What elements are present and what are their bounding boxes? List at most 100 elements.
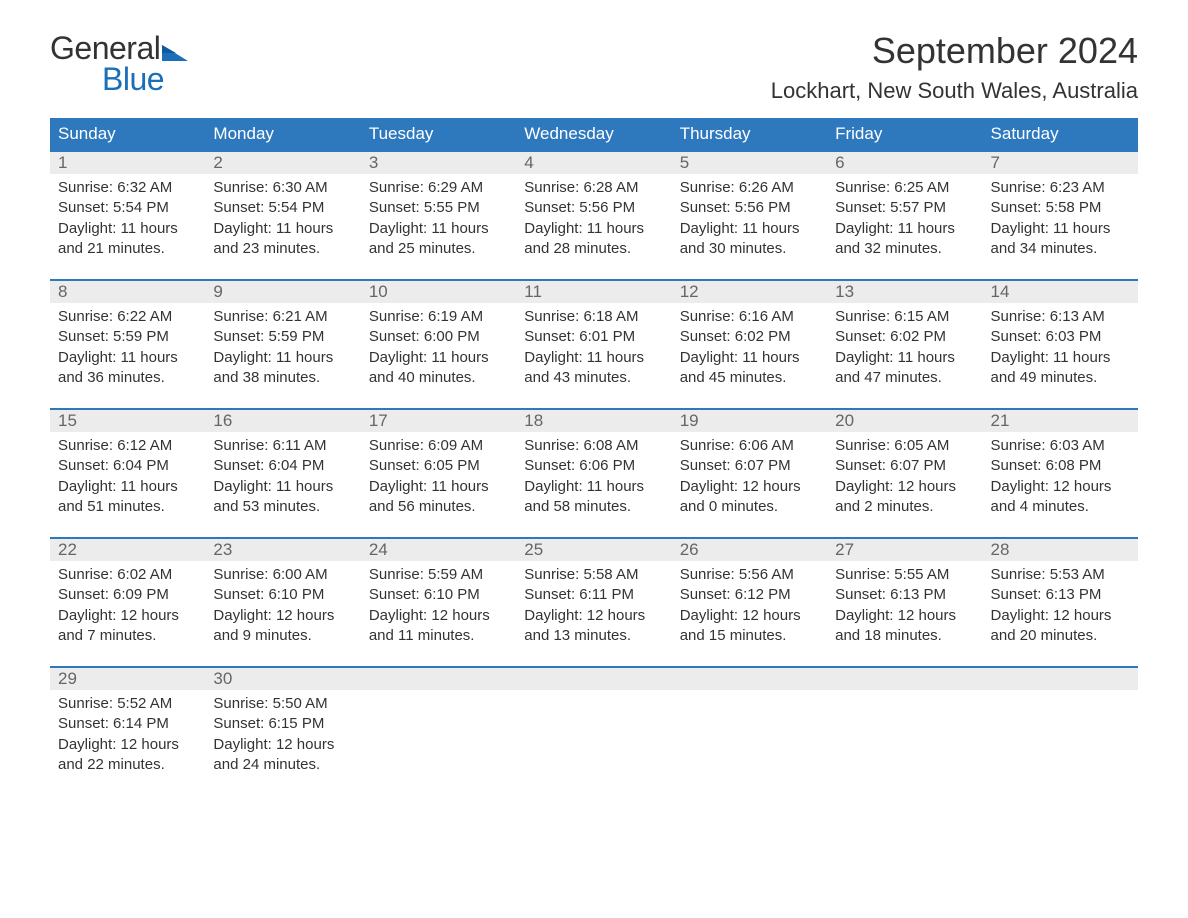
day-number: 23	[205, 539, 360, 561]
day-sunrise: Sunrise: 6:19 AM	[369, 307, 508, 327]
day-sunset: Sunset: 6:13 PM	[835, 585, 974, 605]
day-daylight2: and 13 minutes.	[524, 626, 663, 646]
day-cell: Sunrise: 6:19 AMSunset: 6:00 PMDaylight:…	[361, 303, 516, 408]
day-sunrise: Sunrise: 6:15 AM	[835, 307, 974, 327]
day-sunrise: Sunrise: 6:11 AM	[213, 436, 352, 456]
day-sunrise: Sunrise: 6:06 AM	[680, 436, 819, 456]
day-daylight1: Daylight: 12 hours	[991, 606, 1130, 626]
day-daylight2: and 11 minutes.	[369, 626, 508, 646]
day-sunrise: Sunrise: 6:23 AM	[991, 178, 1130, 198]
day-cell: Sunrise: 5:53 AMSunset: 6:13 PMDaylight:…	[983, 561, 1138, 666]
day-daylight2: and 7 minutes.	[58, 626, 197, 646]
day-sunset: Sunset: 5:55 PM	[369, 198, 508, 218]
day-number: 4	[516, 152, 671, 174]
day-daylight2: and 51 minutes.	[58, 497, 197, 517]
day-number: 20	[827, 410, 982, 432]
day-number-row: 15161718192021	[50, 410, 1138, 432]
day-number: 11	[516, 281, 671, 303]
day-number: 28	[983, 539, 1138, 561]
day-sunrise: Sunrise: 6:18 AM	[524, 307, 663, 327]
day-sunrise: Sunrise: 6:09 AM	[369, 436, 508, 456]
day-cell: Sunrise: 6:03 AMSunset: 6:08 PMDaylight:…	[983, 432, 1138, 537]
day-number: 7	[983, 152, 1138, 174]
day-number: 25	[516, 539, 671, 561]
day-daylight1: Daylight: 12 hours	[524, 606, 663, 626]
day-daylight1: Daylight: 11 hours	[991, 348, 1130, 368]
day-daylight2: and 45 minutes.	[680, 368, 819, 388]
day-sunrise: Sunrise: 6:30 AM	[213, 178, 352, 198]
day-cell: Sunrise: 5:55 AMSunset: 6:13 PMDaylight:…	[827, 561, 982, 666]
day-sunrise: Sunrise: 6:25 AM	[835, 178, 974, 198]
day-daylight1: Daylight: 11 hours	[213, 477, 352, 497]
day-cell: Sunrise: 6:25 AMSunset: 5:57 PMDaylight:…	[827, 174, 982, 279]
day-sunrise: Sunrise: 6:22 AM	[58, 307, 197, 327]
day-cell	[827, 690, 982, 795]
day-cell	[361, 690, 516, 795]
day-daylight1: Daylight: 11 hours	[524, 219, 663, 239]
day-daylight1: Daylight: 11 hours	[213, 219, 352, 239]
day-daylight1: Daylight: 11 hours	[213, 348, 352, 368]
day-cell: Sunrise: 6:12 AMSunset: 6:04 PMDaylight:…	[50, 432, 205, 537]
day-number: 8	[50, 281, 205, 303]
location-label: Lockhart, New South Wales, Australia	[771, 78, 1138, 104]
day-daylight2: and 2 minutes.	[835, 497, 974, 517]
day-daylight1: Daylight: 11 hours	[524, 477, 663, 497]
day-number-row: 22232425262728	[50, 539, 1138, 561]
day-sunrise: Sunrise: 6:03 AM	[991, 436, 1130, 456]
day-daylight2: and 21 minutes.	[58, 239, 197, 259]
weekday-header: Saturday	[983, 118, 1138, 150]
day-daylight2: and 32 minutes.	[835, 239, 974, 259]
day-cell: Sunrise: 6:29 AMSunset: 5:55 PMDaylight:…	[361, 174, 516, 279]
day-content-row: Sunrise: 6:32 AMSunset: 5:54 PMDaylight:…	[50, 174, 1138, 279]
day-content-row: Sunrise: 6:22 AMSunset: 5:59 PMDaylight:…	[50, 303, 1138, 408]
day-sunrise: Sunrise: 6:16 AM	[680, 307, 819, 327]
day-daylight2: and 30 minutes.	[680, 239, 819, 259]
day-daylight1: Daylight: 11 hours	[680, 219, 819, 239]
day-sunset: Sunset: 6:04 PM	[213, 456, 352, 476]
week-block: 15161718192021Sunrise: 6:12 AMSunset: 6:…	[50, 408, 1138, 537]
day-number: 27	[827, 539, 982, 561]
day-sunrise: Sunrise: 6:02 AM	[58, 565, 197, 585]
day-cell	[672, 690, 827, 795]
day-daylight1: Daylight: 11 hours	[58, 219, 197, 239]
title-block: September 2024 Lockhart, New South Wales…	[771, 30, 1138, 104]
day-number	[983, 668, 1138, 690]
day-daylight2: and 38 minutes.	[213, 368, 352, 388]
day-number: 2	[205, 152, 360, 174]
day-daylight2: and 22 minutes.	[58, 755, 197, 775]
day-sunrise: Sunrise: 6:05 AM	[835, 436, 974, 456]
day-sunset: Sunset: 6:14 PM	[58, 714, 197, 734]
day-number: 13	[827, 281, 982, 303]
day-sunrise: Sunrise: 5:52 AM	[58, 694, 197, 714]
day-number: 18	[516, 410, 671, 432]
day-sunset: Sunset: 6:07 PM	[680, 456, 819, 476]
weekday-header: Monday	[205, 118, 360, 150]
week-block: 891011121314Sunrise: 6:22 AMSunset: 5:59…	[50, 279, 1138, 408]
day-cell: Sunrise: 5:56 AMSunset: 6:12 PMDaylight:…	[672, 561, 827, 666]
day-daylight2: and 40 minutes.	[369, 368, 508, 388]
weekday-header-row: Sunday Monday Tuesday Wednesday Thursday…	[50, 118, 1138, 150]
day-daylight1: Daylight: 11 hours	[524, 348, 663, 368]
day-number: 16	[205, 410, 360, 432]
day-number: 6	[827, 152, 982, 174]
day-sunrise: Sunrise: 6:28 AM	[524, 178, 663, 198]
day-daylight1: Daylight: 12 hours	[58, 735, 197, 755]
day-cell: Sunrise: 6:30 AMSunset: 5:54 PMDaylight:…	[205, 174, 360, 279]
day-cell: Sunrise: 5:50 AMSunset: 6:15 PMDaylight:…	[205, 690, 360, 795]
day-cell: Sunrise: 6:02 AMSunset: 6:09 PMDaylight:…	[50, 561, 205, 666]
day-sunset: Sunset: 5:56 PM	[524, 198, 663, 218]
day-sunset: Sunset: 6:04 PM	[58, 456, 197, 476]
day-daylight2: and 43 minutes.	[524, 368, 663, 388]
day-daylight1: Daylight: 12 hours	[213, 735, 352, 755]
day-daylight1: Daylight: 12 hours	[991, 477, 1130, 497]
day-daylight1: Daylight: 11 hours	[369, 219, 508, 239]
day-sunset: Sunset: 5:56 PM	[680, 198, 819, 218]
day-sunset: Sunset: 5:54 PM	[58, 198, 197, 218]
day-daylight2: and 4 minutes.	[991, 497, 1130, 517]
day-cell: Sunrise: 6:05 AMSunset: 6:07 PMDaylight:…	[827, 432, 982, 537]
flag-icon	[162, 43, 188, 61]
day-daylight2: and 36 minutes.	[58, 368, 197, 388]
day-daylight1: Daylight: 11 hours	[369, 477, 508, 497]
day-daylight1: Daylight: 12 hours	[58, 606, 197, 626]
day-daylight1: Daylight: 11 hours	[369, 348, 508, 368]
